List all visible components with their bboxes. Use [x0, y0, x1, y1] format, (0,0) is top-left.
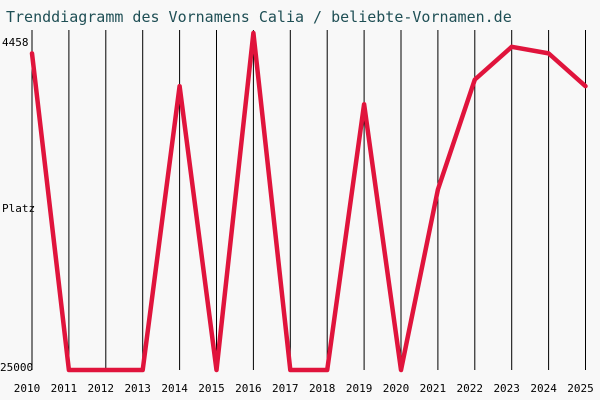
y-axis-label: Platz	[2, 202, 35, 215]
x-tick-2025: 2025	[567, 382, 594, 395]
x-tick-2011: 2011	[51, 382, 78, 395]
x-tick-2015: 2015	[198, 382, 225, 395]
series-line-0	[29, 30, 588, 373]
x-tick-2018: 2018	[309, 382, 336, 395]
y-top-label: 4458	[2, 36, 29, 49]
grid-lines	[31, 30, 586, 370]
x-tick-2012: 2012	[88, 382, 115, 395]
x-tick-2013: 2013	[124, 382, 151, 395]
x-tick-2014: 2014	[161, 382, 188, 395]
y-bottom-label: 25000	[0, 361, 33, 374]
chart-title: Trenddiagramm des Vornamens Calia / beli…	[6, 8, 512, 26]
x-tick-2022: 2022	[457, 382, 484, 395]
x-tick-labels: 2010 2011 2012 2013 2014 2015 2016 2017 2018 2019…	[14, 382, 594, 395]
series-group	[29, 30, 588, 373]
x-tick-2019: 2019	[346, 382, 373, 395]
x-tick-2010: 2010	[14, 382, 41, 395]
x-tick-2016: 2016	[235, 382, 262, 395]
x-tick-2021: 2021	[420, 382, 447, 395]
x-tick-2023: 2023	[493, 382, 520, 395]
x-tick-2020: 2020	[383, 382, 410, 395]
x-tick-2024: 2024	[530, 382, 557, 395]
x-tick-2017: 2017	[272, 382, 299, 395]
